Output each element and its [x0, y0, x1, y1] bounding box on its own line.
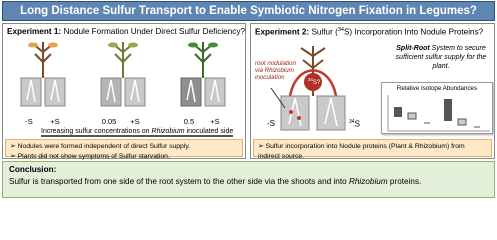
conclusion-label: Conclusion: [9, 165, 57, 174]
split-root-illustration [270, 46, 346, 131]
annotation-line: Rhizobium [264, 67, 294, 74]
annotation-line: inoculation [255, 74, 285, 81]
pot-labels: -S +S 0.05 +S 0.5 +S [3, 117, 245, 127]
superscript: 34 [307, 77, 313, 82]
caption-text: Increasing sulfur concentrations on [41, 128, 152, 135]
caption: Increasing sulfur concentrations on Rhiz… [41, 128, 234, 137]
pot-label: 0.05 [101, 117, 117, 126]
conclusion-italic: Rhizobium [348, 177, 388, 186]
conclusion-text: proteins. [387, 177, 422, 186]
conclusion: Conclusion: Sulfur is transported from o… [2, 161, 495, 198]
question: Sulfur ( [311, 27, 338, 37]
bullet: Sulfur incorporation into Nodule protein… [258, 142, 487, 162]
tracer-label: 34S? [304, 77, 324, 86]
superscript: 34 [349, 119, 355, 125]
pot [180, 42, 226, 107]
inset-plot [387, 95, 490, 132]
right-side-label: 34S [349, 119, 360, 129]
bullet: Plants did not show symptoms of Sulfur s… [10, 152, 238, 162]
pot [100, 42, 146, 107]
pot-label: +S [130, 117, 140, 126]
caption-italic: Rhizobium [151, 128, 185, 135]
bullet-box: Sulfur incorporation into Nodule protein… [253, 139, 492, 160]
annotation-line: root nodulation [255, 60, 296, 67]
experiment-1-heading: Experiment 1: Nodule Formation Under Dir… [7, 27, 245, 36]
inset: Relative Isotope Abundances [381, 82, 493, 134]
superscript: 34 [337, 27, 344, 33]
left-side-label: -S [267, 119, 275, 128]
pot [20, 42, 66, 107]
conclusion-text: Sulfur is transported from one side of t… [9, 177, 349, 186]
title: Long Distance Sulfur Transport to Enable… [2, 1, 495, 21]
label: Experiment 1: [7, 27, 62, 36]
inset-title: Relative Isotope Abundances [396, 85, 478, 92]
label: Experiment 2: [255, 27, 310, 37]
plants-illustration [20, 42, 226, 107]
pot-label: -S [25, 117, 33, 126]
experiment-2-heading: Experiment 2: Sulfur (34S) Incorporation… [255, 27, 483, 37]
question: S) Incorporation Into Nodule Proteins? [343, 27, 484, 37]
note: Split-Root System to secure sufficient s… [391, 44, 491, 71]
pot-label: +S [50, 117, 60, 126]
pot-label: 0.5 [183, 117, 195, 126]
bullet: Nodules were formed independent of direc… [10, 142, 238, 152]
side-text: S [354, 119, 360, 129]
graphical-abstract: Long Distance Sulfur Transport to Enable… [0, 0, 497, 200]
bullet-box: Nodules were formed independent of direc… [5, 139, 243, 160]
note-text: System to secure sufficient sulfur suppl… [395, 45, 487, 70]
note-bold: Split-Root [396, 45, 430, 52]
tracer-text: S? [312, 80, 321, 86]
experiment-2-panel: Experiment 2: Sulfur (34S) Incorporation… [250, 23, 495, 160]
pot-label: +S [210, 117, 220, 126]
annotation-line: via [255, 67, 265, 74]
experiment-1-panel: Experiment 1: Nodule Formation Under Dir… [2, 23, 246, 160]
question: Nodule Formation Under Direct Sulfur Def… [63, 27, 246, 36]
caption-text: inoculated side [184, 128, 234, 135]
annotation: root nodulation via Rhizobium inoculation [255, 60, 296, 81]
